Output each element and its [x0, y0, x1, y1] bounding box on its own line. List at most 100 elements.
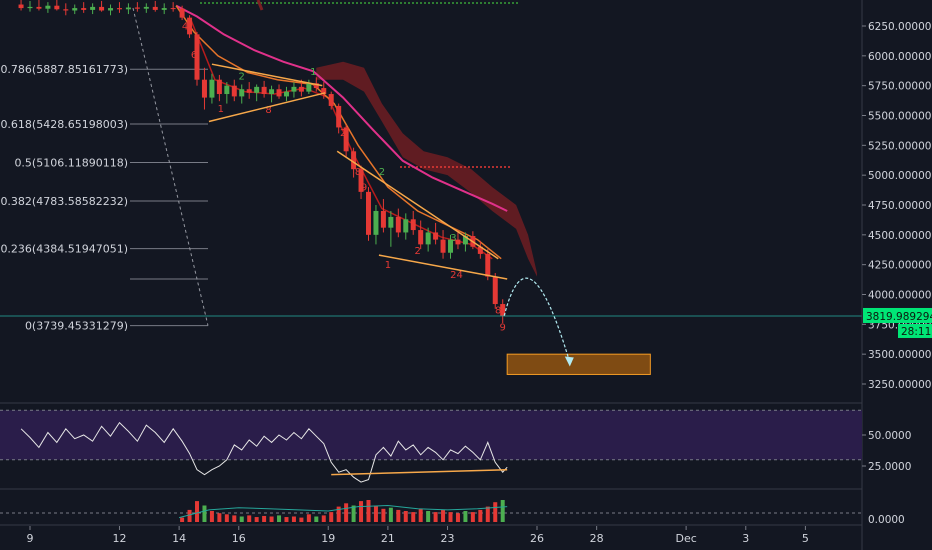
trendline[interactable]: [378, 254, 508, 280]
volume-bar: [306, 514, 311, 522]
candle-body: [291, 86, 297, 92]
price-tick-label: 5000.00000000: [868, 170, 932, 182]
candle-body: [143, 6, 149, 9]
td-count-label: 1: [218, 104, 224, 115]
volume-bar: [463, 511, 468, 522]
volume-bar: [403, 511, 408, 522]
price-tick-label: 5750.00000000: [868, 81, 932, 93]
candle-body: [425, 232, 431, 245]
volume-bar: [396, 509, 401, 522]
candle-body: [246, 89, 252, 93]
candle-body: [224, 85, 230, 95]
candle-body: [18, 4, 24, 9]
price-tick-label: 4000.00000000: [868, 290, 932, 302]
volume-bar: [299, 517, 304, 522]
price-tick-label: 6250.00000000: [868, 21, 932, 33]
volume-bar: [359, 501, 364, 522]
candle-body: [81, 8, 87, 10]
cloud-edge: [256, 0, 264, 11]
volume-bar: [269, 516, 274, 522]
volume-bar: [493, 502, 498, 522]
volume-bar: [366, 500, 371, 522]
fib-level-label: 0.786(5887.85161773): [0, 63, 128, 76]
candle-body: [351, 151, 357, 170]
price-axis[interactable]: 6250.00000000 6000.00000000 5750.00000000 5…: [861, 0, 932, 550]
candle-body: [125, 7, 131, 10]
rsi-line: [20, 421, 508, 483]
volume-bar: [344, 503, 349, 522]
volume-bar: [247, 515, 252, 522]
candle-body: [231, 85, 237, 97]
td-count-label: 4: [182, 22, 188, 33]
volume-bar: [262, 515, 267, 522]
volume-pane[interactable]: 0.0000: [0, 500, 905, 526]
volume-bar: [314, 516, 319, 522]
trendline[interactable]: [208, 92, 326, 123]
volume-bar: [448, 512, 453, 522]
candle-body: [134, 7, 140, 9]
volume-bar: [336, 506, 341, 522]
candle-body: [440, 239, 446, 253]
candle-body: [99, 6, 105, 11]
candle-body: [209, 79, 215, 98]
price-tick-label: 5250.00000000: [868, 140, 932, 152]
volume-bar: [381, 508, 386, 522]
candle-body: [336, 105, 342, 128]
volume-bar: [202, 505, 207, 522]
candle-body: [328, 94, 334, 106]
candle-body: [36, 6, 42, 9]
td-count-label: 2: [340, 128, 346, 139]
volume-bar: [187, 509, 192, 522]
candle-body: [276, 89, 282, 97]
volume-bar: [277, 515, 282, 522]
price-tick-label: 6000.00000000: [868, 51, 932, 63]
td-count-label: 3: [450, 233, 456, 244]
moving-average-red: [190, 19, 493, 260]
volume-bar: [351, 505, 356, 522]
fib-level-label: 0.236(4384.51947051): [0, 243, 128, 256]
rsi-divergence-line[interactable]: [331, 468, 508, 476]
time-tick-label: Dec: [675, 532, 696, 545]
candle-body: [313, 83, 319, 89]
fib-level-label: 0.5(5106.11890118): [14, 157, 128, 170]
td-count-label: 9: [500, 322, 506, 333]
candle-body: [216, 79, 222, 95]
fib-trend-line: [132, 7, 209, 326]
candle-body: [269, 89, 275, 95]
volume-bar: [388, 507, 393, 522]
candle-body: [321, 88, 327, 95]
td-count-label: 24: [450, 270, 463, 281]
volume-bar: [500, 500, 505, 522]
moving-average-pink: [175, 4, 508, 212]
candle-body: [152, 6, 158, 10]
last-price-tag[interactable]: [863, 307, 932, 323]
rsi-band: [0, 410, 862, 460]
rsi-pane[interactable]: 50.0000 25.0000: [0, 409, 911, 483]
ichimoku-cloud: [316, 61, 537, 277]
volume-bar: [209, 511, 214, 522]
td-count-label: 1: [310, 67, 316, 78]
candle-body: [254, 86, 260, 93]
countdown-label: 28:11: [901, 326, 931, 338]
trendline[interactable]: [211, 63, 323, 87]
candle-body: [433, 232, 439, 240]
price-tick-label: 3250.00000000: [868, 379, 932, 391]
trendline[interactable]: [336, 150, 499, 260]
candle-body: [187, 17, 193, 35]
candle-body: [201, 79, 207, 98]
time-tick-label: 21: [381, 532, 395, 545]
price-pane[interactable]: 0.786(5887.85161773) 0.618(5428.65198003)…: [0, 0, 862, 526]
td-count-label: 8: [495, 306, 501, 317]
target-zone-box[interactable]: [506, 353, 651, 375]
candle-body: [283, 91, 289, 97]
volume-bar: [232, 515, 237, 522]
candle-body: [116, 8, 122, 10]
projection-arrow[interactable]: [503, 277, 571, 363]
volume-average-line: [178, 504, 508, 519]
candle-body: [500, 304, 506, 316]
candle-body: [448, 239, 454, 253]
candle-body: [485, 253, 491, 277]
candle-body: [365, 191, 371, 235]
time-axis[interactable]: 9 12 14 16 19 21 23 26 28 Dec 3 5: [27, 526, 809, 545]
